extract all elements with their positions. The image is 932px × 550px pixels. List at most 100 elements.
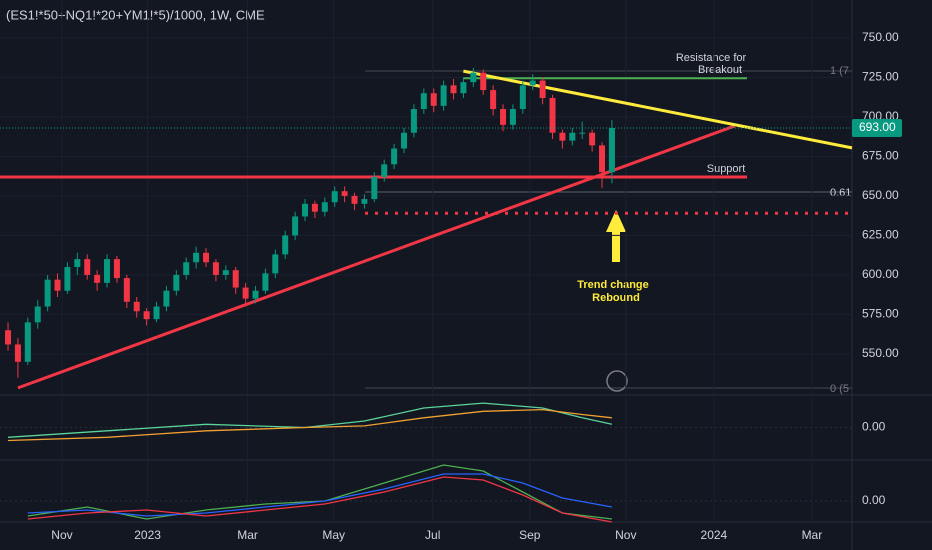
y-tick-label: 550.00	[862, 346, 899, 360]
icon	[606, 370, 628, 392]
candle-body	[143, 311, 150, 320]
candle-body	[490, 90, 497, 110]
candle-body	[292, 216, 299, 236]
candle-body	[113, 259, 120, 279]
candle-body	[183, 262, 190, 275]
candle-body	[430, 93, 437, 106]
y-tick-label: 725.00	[862, 70, 899, 84]
x-tick-label: 2023	[134, 528, 161, 542]
y-tick-label: 0.00	[862, 420, 886, 434]
candle-body	[133, 301, 140, 312]
fib-label: 0 (5	[830, 383, 849, 395]
candle-body	[589, 132, 596, 146]
candle-body	[302, 203, 309, 217]
x-tick-label: Jul	[425, 528, 440, 542]
chart-title: (ES1!*50+NQ1!*20+YM1!*5)/1000, 1W, CME	[6, 7, 265, 22]
candle-body	[391, 148, 398, 165]
candle-body	[44, 279, 51, 307]
candle-body	[282, 235, 289, 255]
x-tick-label: Nov	[615, 528, 636, 542]
candle-body	[470, 72, 477, 83]
arrow	[606, 210, 626, 262]
y-tick-label: 0.00	[862, 493, 886, 507]
candle-body	[529, 80, 536, 86]
candle-body	[173, 274, 180, 291]
candle-body	[272, 254, 279, 274]
y-tick-label: 625.00	[862, 228, 899, 242]
candle-body	[539, 80, 546, 98]
candle-body	[94, 274, 101, 283]
candle-body	[460, 82, 467, 94]
candle-body	[24, 322, 31, 362]
candle-body	[410, 109, 417, 133]
y-tick-label: 750.00	[862, 30, 899, 44]
x-tick-label: May	[322, 528, 345, 542]
y-tick-label: 675.00	[862, 149, 899, 163]
candle-body	[262, 273, 269, 291]
candle-body	[232, 270, 239, 288]
y-tick-label: 600.00	[862, 267, 899, 281]
price-tag-label: 693.00	[859, 120, 896, 134]
fib-label: 1 (7	[830, 65, 849, 77]
candle-body	[74, 259, 81, 268]
candle-body	[579, 132, 586, 134]
candle-body	[608, 127, 615, 173]
indicator-line	[27, 476, 613, 523]
candle-body	[64, 267, 71, 291]
candle-body	[321, 202, 328, 212]
candle-body	[54, 279, 61, 291]
candle-body	[252, 290, 259, 299]
indicator-line	[7, 402, 613, 438]
candle-body	[341, 191, 348, 196]
candle-body	[401, 132, 408, 149]
x-tick-label: 2024	[701, 528, 728, 542]
y-tick-label: 575.00	[862, 307, 899, 321]
candle-body	[361, 199, 368, 204]
x-tick-label: Nov	[51, 528, 72, 542]
x-tick-label: Sep	[519, 528, 541, 542]
annotation: Trend change	[577, 279, 649, 291]
candle-body	[371, 176, 378, 200]
trendline	[17, 124, 736, 390]
candle-body	[193, 252, 200, 263]
candle-body	[420, 93, 427, 110]
candle-body	[311, 203, 318, 212]
candle-body	[34, 306, 41, 323]
candle-body	[549, 97, 556, 133]
candle-body	[331, 191, 338, 203]
candle-body	[123, 278, 130, 302]
price-tag	[852, 118, 902, 137]
candle-body	[599, 145, 606, 173]
candle-body	[559, 132, 566, 141]
candle-body	[450, 85, 457, 94]
candle-body	[242, 287, 249, 299]
candle-body	[440, 85, 447, 106]
candle-body	[153, 306, 160, 320]
candle-body	[500, 109, 507, 125]
candle-body	[203, 252, 210, 263]
indicator-line	[7, 408, 612, 442]
indicator-line	[27, 464, 612, 520]
indicator-line	[27, 473, 613, 517]
candle-body	[509, 109, 516, 125]
candle-body	[351, 195, 358, 204]
candle-body	[569, 132, 576, 141]
trendline	[463, 69, 853, 150]
annotation: Rebound	[592, 292, 640, 304]
y-tick-label: 650.00	[862, 188, 899, 202]
candle-body	[222, 270, 229, 275]
x-tick-label: Mar	[237, 528, 258, 542]
candle-body	[480, 72, 487, 91]
candle-body	[5, 330, 12, 345]
candle-body	[84, 259, 91, 275]
candle-body	[519, 85, 526, 110]
annotation: Support	[707, 163, 746, 175]
candle-body	[104, 259, 111, 283]
candle-body	[14, 344, 21, 362]
candle-body	[163, 290, 170, 307]
x-tick-label: Mar	[802, 528, 823, 542]
fib-label: 0.61	[830, 187, 851, 199]
candle-body	[381, 164, 388, 177]
annotation: Breakout	[698, 64, 742, 76]
